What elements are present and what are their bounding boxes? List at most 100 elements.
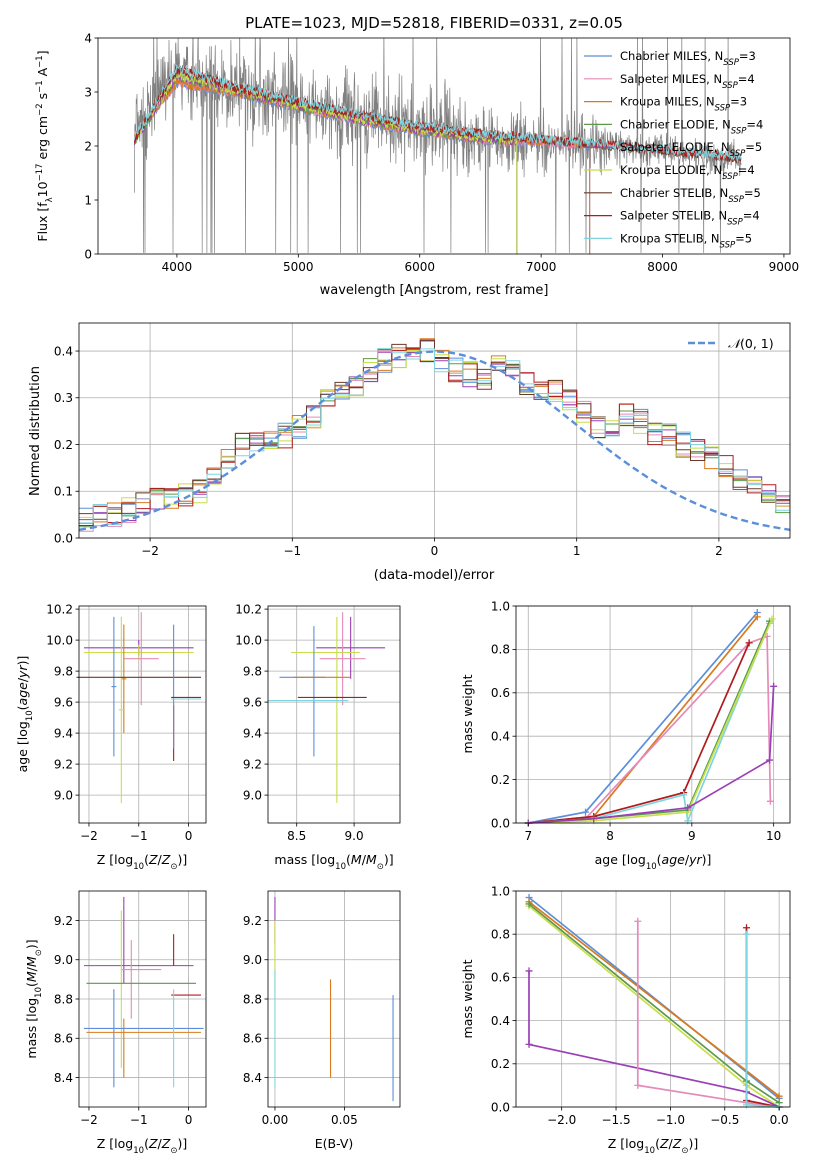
y-tick-label: 9.4 <box>243 726 262 740</box>
y-tick-label: 0.4 <box>491 730 510 744</box>
y-tick-label: 1.0 <box>491 884 510 898</box>
z-vs-mass-panel: −2 −1 0 8.4 8.6 8.8 9.0 9.2 Z [log10(Z/Z⊙)] mass … <box>24 890 207 1156</box>
data-point <box>590 815 598 823</box>
x-tick-label: 0 <box>185 829 193 843</box>
x-axis-label: (data-model)/error <box>374 568 495 583</box>
x-tick-label: 0 <box>185 1113 193 1127</box>
data-point <box>634 1081 642 1089</box>
legend-label: 𝒩(0, 1) <box>728 336 774 351</box>
x-tick-label: 0 <box>431 544 439 558</box>
x-tick-label: −1 <box>283 544 301 558</box>
y-tick-label: 2 <box>84 139 92 153</box>
y-tick-label: 0.0 <box>54 531 73 545</box>
legend-label: Salpeter MILES, NSSP=4 <box>620 72 755 91</box>
y-tick-label: 8.8 <box>243 992 262 1006</box>
y-tick-label: 0.2 <box>54 438 73 452</box>
x-tick-label: −1.5 <box>601 1113 630 1127</box>
x-tick-label: 7 <box>524 829 532 843</box>
x-tick-label: 9 <box>688 829 696 843</box>
legend-label: Chabrier MILES, NSSP=3 <box>620 49 756 68</box>
x-tick-label: 7000 <box>526 260 557 274</box>
x-tick-label: 2 <box>715 544 723 558</box>
y-tick-label: 0.0 <box>491 1100 510 1114</box>
x-tick-label: −0.5 <box>710 1113 739 1127</box>
axes: −2 −1 0 9.0 9.2 9.4 9.6 9.8 10.0 10.2 <box>46 602 207 843</box>
x-tick-label: −1 <box>130 1113 148 1127</box>
y-tick-label: 4 <box>84 31 92 45</box>
y-tick-label: 9.2 <box>243 914 262 928</box>
y-tick-label: 9.0 <box>54 953 73 967</box>
y-axis-label: Normed distribution <box>28 366 43 496</box>
axes: 8.5 9.0 9.0 9.2 9.4 9.6 9.8 10.0 10.2 <box>235 602 401 843</box>
y-axis-label: mass [log10(M/M⊙)] <box>24 939 44 1058</box>
x-tick-label: −1.0 <box>656 1113 685 1127</box>
x-tick-label: −2 <box>80 829 98 843</box>
age-vs-weight-panel: 7 8 9 10 0.0 0.2 0.4 0.6 0.8 1.0 age [log10(age/yr… <box>460 599 791 872</box>
y-axis-label: mass weight <box>460 959 475 1038</box>
y-axis-label: mass weight <box>460 674 475 753</box>
y-tick-label: 0.8 <box>491 643 510 657</box>
plot-area <box>79 338 790 532</box>
data-point <box>743 930 751 938</box>
weight-line <box>636 921 780 1108</box>
axes: −2.0 −1.5 −1.0 −0.5 0.0 0.0 0.2 0.4 0.6 0.8 1.0 <box>491 884 791 1127</box>
y-tick-label: 9.2 <box>54 914 73 928</box>
y-axis-label: Flux [fλ10−17 erg cm−2 s−1 A−1] <box>35 50 55 241</box>
x-tick-label: 6000 <box>404 260 435 274</box>
spectrum-panel: 4000 5000 6000 7000 8000 9000 0 1 2 3 4 Chabrier MI… <box>35 14 799 298</box>
x-tick-label: 10 <box>766 829 781 843</box>
histogram-series <box>79 348 790 525</box>
x-tick-label: 9.0 <box>345 829 364 843</box>
axes: 7 8 9 10 0.0 0.2 0.4 0.6 0.8 1.0 <box>491 599 791 843</box>
z-vs-age-panel: −2 −1 0 9.0 9.2 9.4 9.6 9.8 10.0 10.2 Z [log10(Z/Z… <box>15 602 207 872</box>
mass-vs-age-panel: 8.5 9.0 9.0 9.2 9.4 9.6 9.8 10.0 10.2 mass [log10… <box>235 602 401 872</box>
y-tick-label: 10.0 <box>46 633 73 647</box>
weight-line <box>528 623 771 824</box>
y-tick-label: 0.8 <box>491 928 510 942</box>
legend-label: Kroupa ELODIE, NSSP=4 <box>620 163 755 182</box>
x-tick-label: −2 <box>141 544 159 558</box>
y-tick-label: 8.6 <box>243 1032 262 1046</box>
plot-area <box>76 612 202 803</box>
legend-label: Salpeter ELODIE, NSSP=5 <box>620 140 762 159</box>
y-tick-label: 10.2 <box>235 602 262 616</box>
y-tick-label: 0.4 <box>491 1014 510 1028</box>
weight-line <box>528 618 773 824</box>
x-axis-label: E(B-V) <box>315 1136 354 1151</box>
x-axis-label: wavelength [Angstrom, rest frame] <box>320 283 549 298</box>
axes-frame <box>515 890 791 1108</box>
x-tick-label: −2.0 <box>547 1113 576 1127</box>
x-tick-label: 0.0 <box>770 1113 789 1127</box>
weight-line <box>528 616 758 824</box>
data-point <box>525 900 533 908</box>
data-point <box>770 682 778 690</box>
histogram-series <box>79 347 790 525</box>
x-tick-label: 0.00 <box>262 1113 289 1127</box>
histogram-series <box>79 338 790 524</box>
histogram-series <box>79 339 790 521</box>
data-point <box>775 1092 783 1100</box>
legend: 𝒩(0, 1) <box>688 336 774 351</box>
x-tick-label: 9000 <box>769 260 800 274</box>
x-tick-label: 5000 <box>283 260 314 274</box>
legend-label: Kroupa STELIB, NSSP=5 <box>620 231 752 250</box>
x-tick-label: −1 <box>130 829 148 843</box>
y-tick-label: 3 <box>84 85 92 99</box>
y-tick-label: 0 <box>84 247 92 261</box>
chart-title: PLATE=1023, MJD=52818, FIBERID=0331, z=0… <box>245 14 623 32</box>
spectrum-data-line <box>134 38 742 253</box>
data-point <box>745 639 753 647</box>
axes: 0.00 0.05 8.4 8.6 8.8 9.0 9.2 <box>243 890 401 1127</box>
histogram-series <box>79 350 790 518</box>
weight-line <box>528 611 758 824</box>
y-tick-label: 9.2 <box>54 757 73 771</box>
y-tick-label: 0.3 <box>54 391 73 405</box>
weight-line <box>528 635 772 824</box>
legend-label: Salpeter STELIB, NSSP=4 <box>620 209 760 228</box>
x-tick-label: 4000 <box>162 260 193 274</box>
weight-line <box>528 620 771 824</box>
legend-label: Kroupa MILES, NSSP=3 <box>620 95 747 114</box>
weight-line <box>528 901 780 1097</box>
y-tick-label: 8.6 <box>54 1032 73 1046</box>
